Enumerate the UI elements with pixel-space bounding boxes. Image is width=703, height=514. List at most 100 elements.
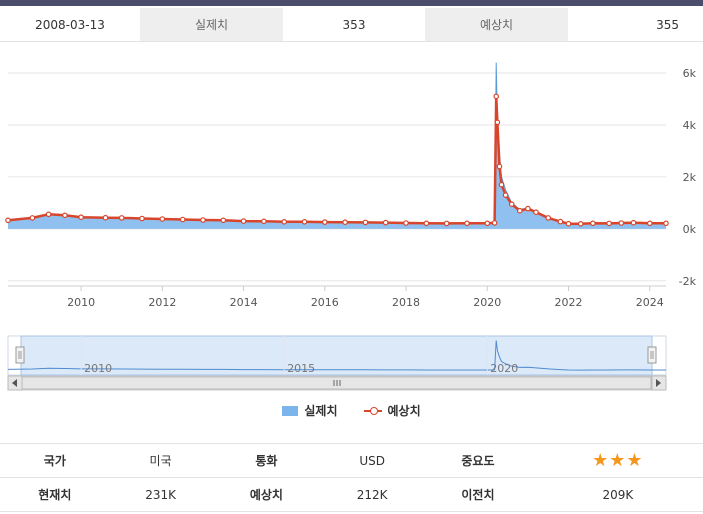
forecast-label: 예상치 bbox=[211, 477, 322, 512]
summary-date: 2008-03-13 bbox=[35, 17, 105, 32]
forecast-point bbox=[590, 220, 596, 227]
currency-label: 통화 bbox=[211, 443, 322, 478]
importance-stars: ★★★ bbox=[532, 443, 703, 478]
x-tick-label: 2024 bbox=[636, 296, 664, 309]
forecast-point bbox=[496, 163, 503, 170]
legend-forecast-label: 예상치 bbox=[387, 404, 421, 418]
forecast-point bbox=[240, 218, 247, 224]
previous-label: 이전치 bbox=[423, 477, 533, 512]
x-tick-label: 2010 bbox=[67, 296, 95, 309]
forecast-point bbox=[663, 220, 669, 227]
importance-label: 중요도 bbox=[423, 443, 533, 478]
forecast-point bbox=[403, 220, 409, 226]
y-tick-label: 4k bbox=[683, 119, 697, 132]
details-table: 국가 미국 통화 USD 중요도 ★★★ 현재치 231K 예상치 212K 이… bbox=[0, 443, 703, 512]
y-axis: 6k 4k 2k 0k -2k bbox=[679, 67, 697, 288]
forecast-point bbox=[200, 217, 206, 223]
forecast-point bbox=[502, 192, 509, 198]
forecast-point bbox=[646, 220, 653, 227]
forecast-point bbox=[45, 211, 52, 218]
forecast-point bbox=[493, 93, 500, 100]
y-tick-label: 6k bbox=[683, 67, 697, 80]
legend: 실제치 예상치 bbox=[0, 402, 703, 419]
forecast-point bbox=[484, 220, 491, 227]
forecast-point bbox=[220, 217, 227, 224]
star-rating-icon: ★★★ bbox=[592, 450, 644, 471]
forecast-point bbox=[464, 220, 470, 227]
forecast-point bbox=[301, 219, 308, 225]
y-tick-label: -2k bbox=[679, 275, 697, 288]
actual-area-outline bbox=[7, 62, 667, 225]
forecast-point bbox=[62, 212, 68, 219]
currency-value: USD bbox=[321, 443, 424, 478]
forecast-point bbox=[577, 221, 584, 227]
navigator-series bbox=[7, 340, 666, 371]
country-label: 국가 bbox=[0, 443, 110, 478]
forecast-point bbox=[102, 214, 109, 221]
forecast-point bbox=[498, 181, 505, 188]
x-tick-label: 2014 bbox=[230, 296, 258, 309]
x-tick-label: 2022 bbox=[555, 296, 583, 309]
forecast-point bbox=[618, 220, 625, 226]
forecast-point bbox=[179, 216, 186, 223]
forecast-point bbox=[261, 218, 267, 225]
forecast-point bbox=[533, 209, 539, 216]
country-value: 미국 bbox=[109, 443, 212, 478]
legend-forecast-swatch bbox=[363, 406, 382, 416]
tooltip-summary-row: 2008-03-13 실제치 353 예상치 355 bbox=[0, 8, 703, 42]
forecast-value: 212K bbox=[321, 477, 424, 512]
legend-item-actual[interactable]: 실제치 bbox=[282, 402, 338, 419]
legend-actual-label: 실제치 bbox=[304, 404, 338, 418]
legend-actual-swatch bbox=[282, 405, 299, 416]
main-chart[interactable]: 6k 4k 2k 0k -2k 2010 2012 2014 2016 2018 2020 2022… bbox=[0, 0, 703, 400]
navigator-handle-right[interactable] bbox=[647, 346, 657, 364]
y-tick-label: 2k bbox=[683, 171, 697, 184]
x-tick-label: 2012 bbox=[148, 296, 176, 309]
actual-area-series bbox=[8, 62, 666, 229]
forecast-point bbox=[423, 220, 430, 227]
forecast-point bbox=[545, 215, 552, 221]
forecast-point bbox=[565, 220, 572, 227]
forecast-point bbox=[494, 119, 501, 126]
forecast-point bbox=[443, 220, 450, 227]
forecast-point bbox=[382, 219, 389, 226]
navigator-handle-left[interactable] bbox=[15, 346, 25, 364]
navigator-label: 2015 bbox=[287, 362, 315, 375]
forecast-point bbox=[630, 219, 637, 226]
details-row: 현재치 231K 예상치 212K 이전치 209K bbox=[0, 477, 703, 512]
current-label: 현재치 bbox=[0, 477, 110, 512]
forecast-point bbox=[29, 215, 36, 221]
navigator: 2010 2015 2020 bbox=[7, 336, 666, 375]
navigator-label: 2010 bbox=[84, 362, 112, 375]
details-row: 국가 미국 통화 USD 중요도 ★★★ bbox=[0, 443, 703, 478]
scroll-left-arrow-icon bbox=[12, 379, 17, 387]
navigator-label: 2020 bbox=[490, 362, 518, 375]
plot-area bbox=[5, 62, 669, 229]
x-axis: 2010 2012 2014 2016 2018 2020 2022 2024 bbox=[8, 285, 666, 309]
summary-forecast-label: 예상치 bbox=[425, 8, 568, 41]
forecast-point bbox=[491, 220, 498, 226]
summary-forecast-value: 355 bbox=[656, 17, 679, 32]
x-tick-label: 2020 bbox=[473, 296, 501, 309]
x-tick-label: 2016 bbox=[311, 296, 339, 309]
forecast-point bbox=[118, 215, 125, 221]
forecast-point bbox=[139, 215, 145, 222]
forecast-point bbox=[159, 216, 166, 222]
forecast-point bbox=[525, 205, 531, 212]
forecast-line-series bbox=[7, 96, 666, 226]
summary-actual-value: 353 bbox=[342, 17, 366, 32]
grid-lines bbox=[8, 72, 666, 282]
legend-item-forecast[interactable]: 예상치 bbox=[363, 402, 421, 419]
forecast-point bbox=[321, 219, 328, 225]
forecast-point bbox=[5, 217, 11, 224]
top-bar bbox=[0, 0, 703, 6]
x-tick-label: 2018 bbox=[392, 296, 420, 309]
summary-actual-label: 실제치 bbox=[140, 8, 283, 41]
current-value: 231K bbox=[109, 477, 212, 512]
forecast-point bbox=[342, 219, 348, 226]
forecast-point bbox=[516, 207, 523, 214]
forecast-point bbox=[78, 214, 84, 221]
forecast-point bbox=[362, 219, 369, 226]
forecast-point bbox=[508, 201, 515, 208]
scroll-right-arrow-icon bbox=[656, 379, 661, 387]
